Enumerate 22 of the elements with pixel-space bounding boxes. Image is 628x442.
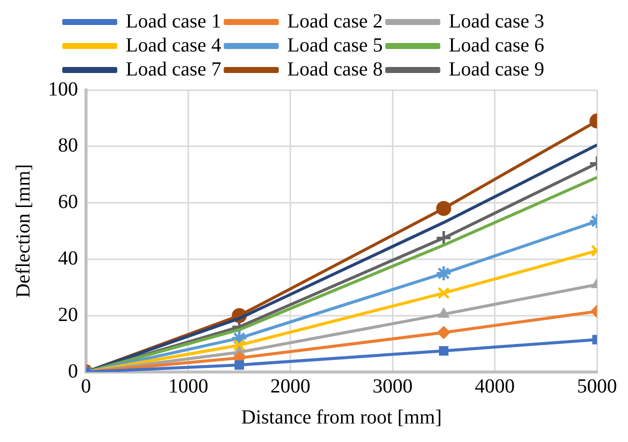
y-tick-label: 100 [48,78,78,100]
legend-label: Load case 3 [448,10,544,32]
x-tick-label: 3000 [372,375,413,398]
legend-label: Load case 1 [126,10,222,32]
x-tick-label: 5000 [577,375,617,398]
legend-label: Load case 8 [287,58,383,80]
legend-label: Load case 7 [126,58,222,80]
legend-label: Load case 9 [448,58,544,80]
y-tick-label: 40 [58,247,78,270]
y-tick-label: 80 [58,134,78,157]
x-tick-label: 2000 [270,375,310,398]
y-axis-title: Deflection [mm] [12,164,34,298]
y-tick-label: 0 [68,360,78,382]
x-tick-label: 4000 [474,375,515,398]
y-tick-label: 60 [58,191,78,214]
legend-label: Load case 4 [126,34,222,56]
y-tick-label: 20 [58,304,78,326]
x-tick-label: 1000 [168,375,208,398]
x-axis-title: Distance from root [mm] [241,406,442,428]
legend-label: Load case 2 [287,10,383,32]
legend-label: Load case 6 [448,34,544,56]
legend-label: Load case 5 [287,34,383,56]
